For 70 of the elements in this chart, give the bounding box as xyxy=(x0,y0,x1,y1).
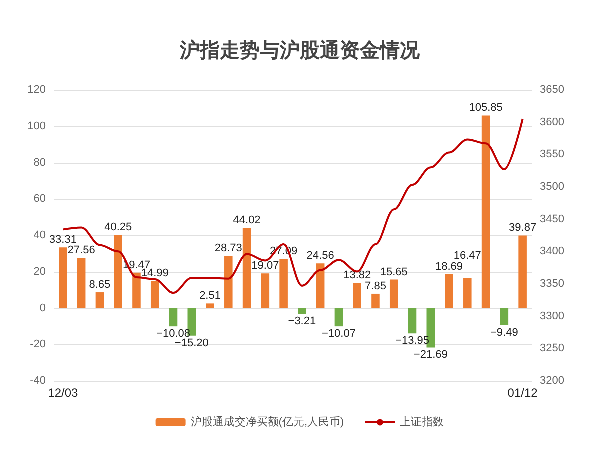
data-label: 8.65 xyxy=(89,279,111,292)
bar xyxy=(353,283,362,308)
data-label: 24.56 xyxy=(306,250,334,262)
data-label: −21.69 xyxy=(414,349,448,362)
y2-tick-label: 3250 xyxy=(540,342,564,355)
bar xyxy=(206,304,214,308)
bar xyxy=(169,308,178,327)
y-tick-label: 120 xyxy=(28,84,46,96)
y2-tick-label: 3200 xyxy=(540,375,564,387)
data-label: 13.82 xyxy=(344,270,372,282)
data-label: 105.85 xyxy=(469,102,503,114)
legend-label: 沪股通成交净买额(亿元,人民币) xyxy=(190,416,344,428)
bar xyxy=(390,280,398,308)
bar xyxy=(298,308,306,314)
data-label: −15.20 xyxy=(174,337,209,350)
y2-tick-label: 3650 xyxy=(540,84,564,96)
data-label: 40.25 xyxy=(104,222,132,234)
data-label: 16.47 xyxy=(454,250,482,262)
y-tick-label: 40 xyxy=(34,230,46,242)
bar xyxy=(500,308,509,326)
data-label: 39.87 xyxy=(509,222,537,234)
data-label: 7.85 xyxy=(365,280,386,292)
bar xyxy=(464,278,472,308)
y-tick-label: 0 xyxy=(40,302,46,314)
data-label: −10.07 xyxy=(322,328,356,340)
data-label: 2.51 xyxy=(200,290,221,302)
y-tick-label: 20 xyxy=(34,266,46,278)
y2-tick-label: 3500 xyxy=(540,181,564,193)
y2-tick-label: 3400 xyxy=(540,246,564,258)
x-tick-label: 12/03 xyxy=(48,386,79,400)
bar xyxy=(280,258,288,308)
bar xyxy=(261,274,270,308)
y2-tick-label: 3450 xyxy=(540,213,564,226)
y2-tick-label: 3350 xyxy=(540,278,564,290)
data-label: 33.31 xyxy=(49,234,77,246)
data-label: −9.49 xyxy=(490,327,518,340)
bar xyxy=(372,294,380,308)
data-label: −3.21 xyxy=(288,316,316,328)
data-label: 18.69 xyxy=(436,260,464,273)
bar xyxy=(150,280,160,308)
y-tick-label: 100 xyxy=(28,120,46,132)
bar xyxy=(482,116,490,308)
data-label: 19.07 xyxy=(252,260,280,272)
y2-tick-label: 3600 xyxy=(540,116,564,128)
chart-title: 沪指走势与沪股通资金情况 xyxy=(179,39,421,62)
y-tick-label: 60 xyxy=(34,193,46,206)
y-tick-label: -20 xyxy=(30,338,46,351)
bar xyxy=(77,258,86,308)
data-label: 15.65 xyxy=(380,266,408,278)
bar xyxy=(518,236,527,308)
bar xyxy=(132,272,141,308)
bar xyxy=(114,235,122,308)
data-label: 14.99 xyxy=(141,267,169,280)
bar xyxy=(408,308,417,334)
bar xyxy=(59,248,68,308)
legend-label: 上证指数 xyxy=(400,416,444,428)
data-label: 44.02 xyxy=(233,214,261,227)
x-tick-label: 01/12 xyxy=(508,386,538,400)
data-label: 27.56 xyxy=(68,244,96,257)
y-tick-label: 80 xyxy=(34,156,46,169)
bar xyxy=(316,264,325,308)
bar xyxy=(96,292,104,308)
bar xyxy=(242,228,252,308)
y2-tick-label: 3550 xyxy=(540,148,564,161)
data-label: 28.73 xyxy=(214,242,242,254)
bar xyxy=(334,308,344,327)
y2-tick-label: 3300 xyxy=(540,310,564,322)
y-tick-label: -40 xyxy=(30,375,46,387)
bar xyxy=(224,256,233,308)
bar xyxy=(445,274,454,308)
